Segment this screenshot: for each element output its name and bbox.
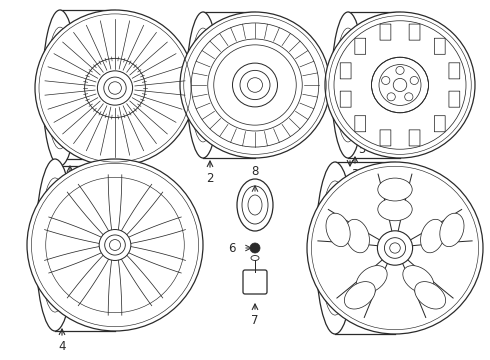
Ellipse shape: [326, 213, 350, 247]
FancyBboxPatch shape: [434, 38, 445, 54]
Ellipse shape: [377, 231, 413, 265]
Ellipse shape: [332, 12, 365, 158]
Ellipse shape: [387, 93, 395, 101]
FancyBboxPatch shape: [340, 91, 351, 107]
FancyBboxPatch shape: [449, 91, 460, 107]
Ellipse shape: [344, 282, 375, 309]
Ellipse shape: [396, 66, 404, 75]
Ellipse shape: [440, 213, 464, 247]
Ellipse shape: [378, 178, 412, 201]
Ellipse shape: [194, 45, 212, 125]
Text: 4: 4: [58, 340, 66, 353]
Ellipse shape: [420, 219, 445, 253]
Ellipse shape: [324, 201, 345, 295]
Ellipse shape: [339, 45, 357, 125]
Ellipse shape: [36, 159, 74, 331]
Text: 6: 6: [228, 242, 236, 255]
Ellipse shape: [410, 76, 418, 85]
FancyBboxPatch shape: [409, 24, 420, 40]
Ellipse shape: [35, 10, 195, 166]
FancyBboxPatch shape: [449, 63, 460, 79]
Ellipse shape: [405, 93, 413, 101]
Text: 5: 5: [358, 143, 366, 156]
Ellipse shape: [50, 45, 70, 131]
Ellipse shape: [180, 12, 330, 158]
Ellipse shape: [415, 282, 445, 309]
FancyBboxPatch shape: [355, 38, 366, 54]
Text: 3: 3: [351, 168, 359, 181]
Ellipse shape: [371, 57, 428, 113]
Ellipse shape: [214, 45, 296, 125]
Ellipse shape: [345, 219, 369, 253]
Text: 1: 1: [66, 177, 74, 190]
Text: 8: 8: [251, 165, 259, 178]
Ellipse shape: [45, 198, 66, 292]
Ellipse shape: [99, 230, 131, 261]
FancyBboxPatch shape: [355, 116, 366, 132]
FancyBboxPatch shape: [434, 116, 445, 132]
FancyBboxPatch shape: [409, 130, 420, 146]
Ellipse shape: [325, 12, 475, 158]
Ellipse shape: [378, 198, 412, 221]
FancyBboxPatch shape: [340, 63, 351, 79]
Ellipse shape: [27, 159, 203, 331]
Ellipse shape: [356, 266, 387, 293]
Ellipse shape: [250, 243, 260, 253]
Ellipse shape: [43, 10, 77, 166]
FancyBboxPatch shape: [380, 24, 391, 40]
Text: 7: 7: [251, 314, 259, 327]
FancyBboxPatch shape: [380, 130, 391, 146]
Ellipse shape: [382, 76, 390, 85]
Text: 2: 2: [206, 172, 214, 185]
Ellipse shape: [316, 162, 354, 334]
Ellipse shape: [403, 266, 434, 293]
Ellipse shape: [187, 12, 220, 158]
Ellipse shape: [307, 162, 483, 334]
